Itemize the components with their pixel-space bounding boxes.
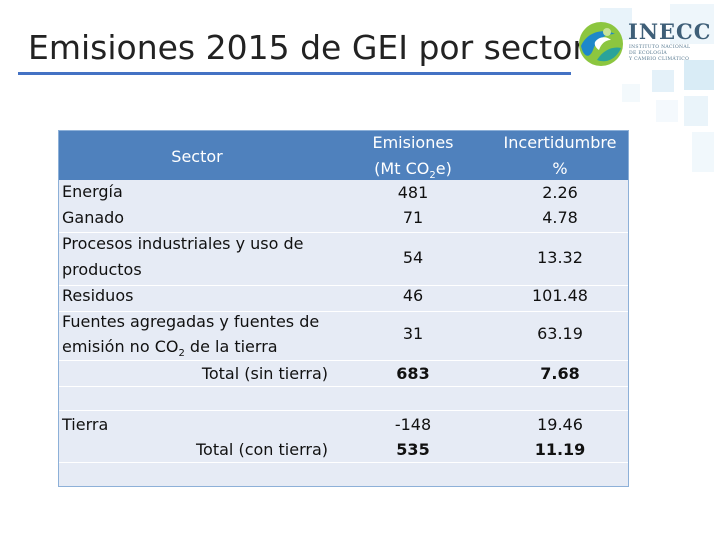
header-emisiones-line2: (Mt CO2e) [374, 159, 452, 181]
row-tierra-emisiones: -148 [394, 415, 432, 434]
row-ganado-incertidumbre: 4.78 [542, 208, 578, 227]
title-underline [18, 72, 571, 75]
row-total-con-tierra-incertidumbre: 11.19 [534, 440, 586, 459]
row-ganado-sector: Ganado [62, 208, 125, 227]
row-total-sin-tierra-incertidumbre: 7.68 [540, 364, 580, 383]
header-emisiones-line1: Emisiones [372, 133, 454, 152]
row-total-sin-tierra-emisiones: 683 [396, 364, 430, 383]
row-procesos-incertidumbre: 13.32 [537, 248, 583, 267]
row-energia-emisiones: 481 [397, 183, 429, 202]
row-tierra-sector: Tierra [62, 415, 109, 434]
row-fuentes-incertidumbre: 63.19 [537, 324, 583, 343]
row-energia-sector: Energía [62, 182, 123, 201]
header-sector: Sector [171, 147, 223, 166]
emissions-table: Sector Emisiones (Mt CO2e) Incertidumbre… [58, 130, 629, 487]
row-energia-incertidumbre: 2.26 [542, 183, 578, 202]
row-tierra-incertidumbre: 19.46 [537, 415, 583, 434]
row-residuos-emisiones: 46 [402, 286, 424, 305]
header-incertidumbre-line2: % [552, 159, 568, 178]
globe-leaf-icon [579, 22, 623, 66]
row-residuos-sector: Residuos [62, 286, 134, 305]
logo-wordmark: INECC [628, 19, 712, 44]
row-ganado-emisiones: 71 [402, 208, 424, 227]
row-residuos-incertidumbre: 101.48 [532, 286, 588, 305]
row-procesos-sector-line1: Procesos industriales y uso de [62, 234, 304, 253]
logo-subtitle: INSTITUTO NACIONAL DE ECOLOGÍA Y CAMBIO … [629, 45, 691, 62]
slide-title: Emisiones 2015 de GEI por sector [28, 28, 587, 67]
row-total-con-tierra-emisiones: 535 [396, 440, 430, 459]
row-total-con-tierra-label: Total (con tierra) [196, 440, 328, 459]
row-fuentes-emisiones: 31 [402, 324, 424, 343]
row-fuentes-sector-line1: Fuentes agregadas y fuentes de [62, 312, 320, 331]
table-header [59, 131, 628, 180]
row-procesos-emisiones: 54 [402, 248, 424, 267]
header-incertidumbre-line1: Incertidumbre [503, 133, 617, 152]
row-total-sin-tierra-label: Total (sin tierra) [201, 364, 328, 383]
row-procesos-sector-line2: productos [62, 260, 142, 279]
inecc-logo: INECC INSTITUTO NACIONAL DE ECOLOGÍA Y C… [577, 18, 712, 76]
row-fuentes-sector-line2: emisión no CO2 de la tierra [62, 337, 278, 359]
